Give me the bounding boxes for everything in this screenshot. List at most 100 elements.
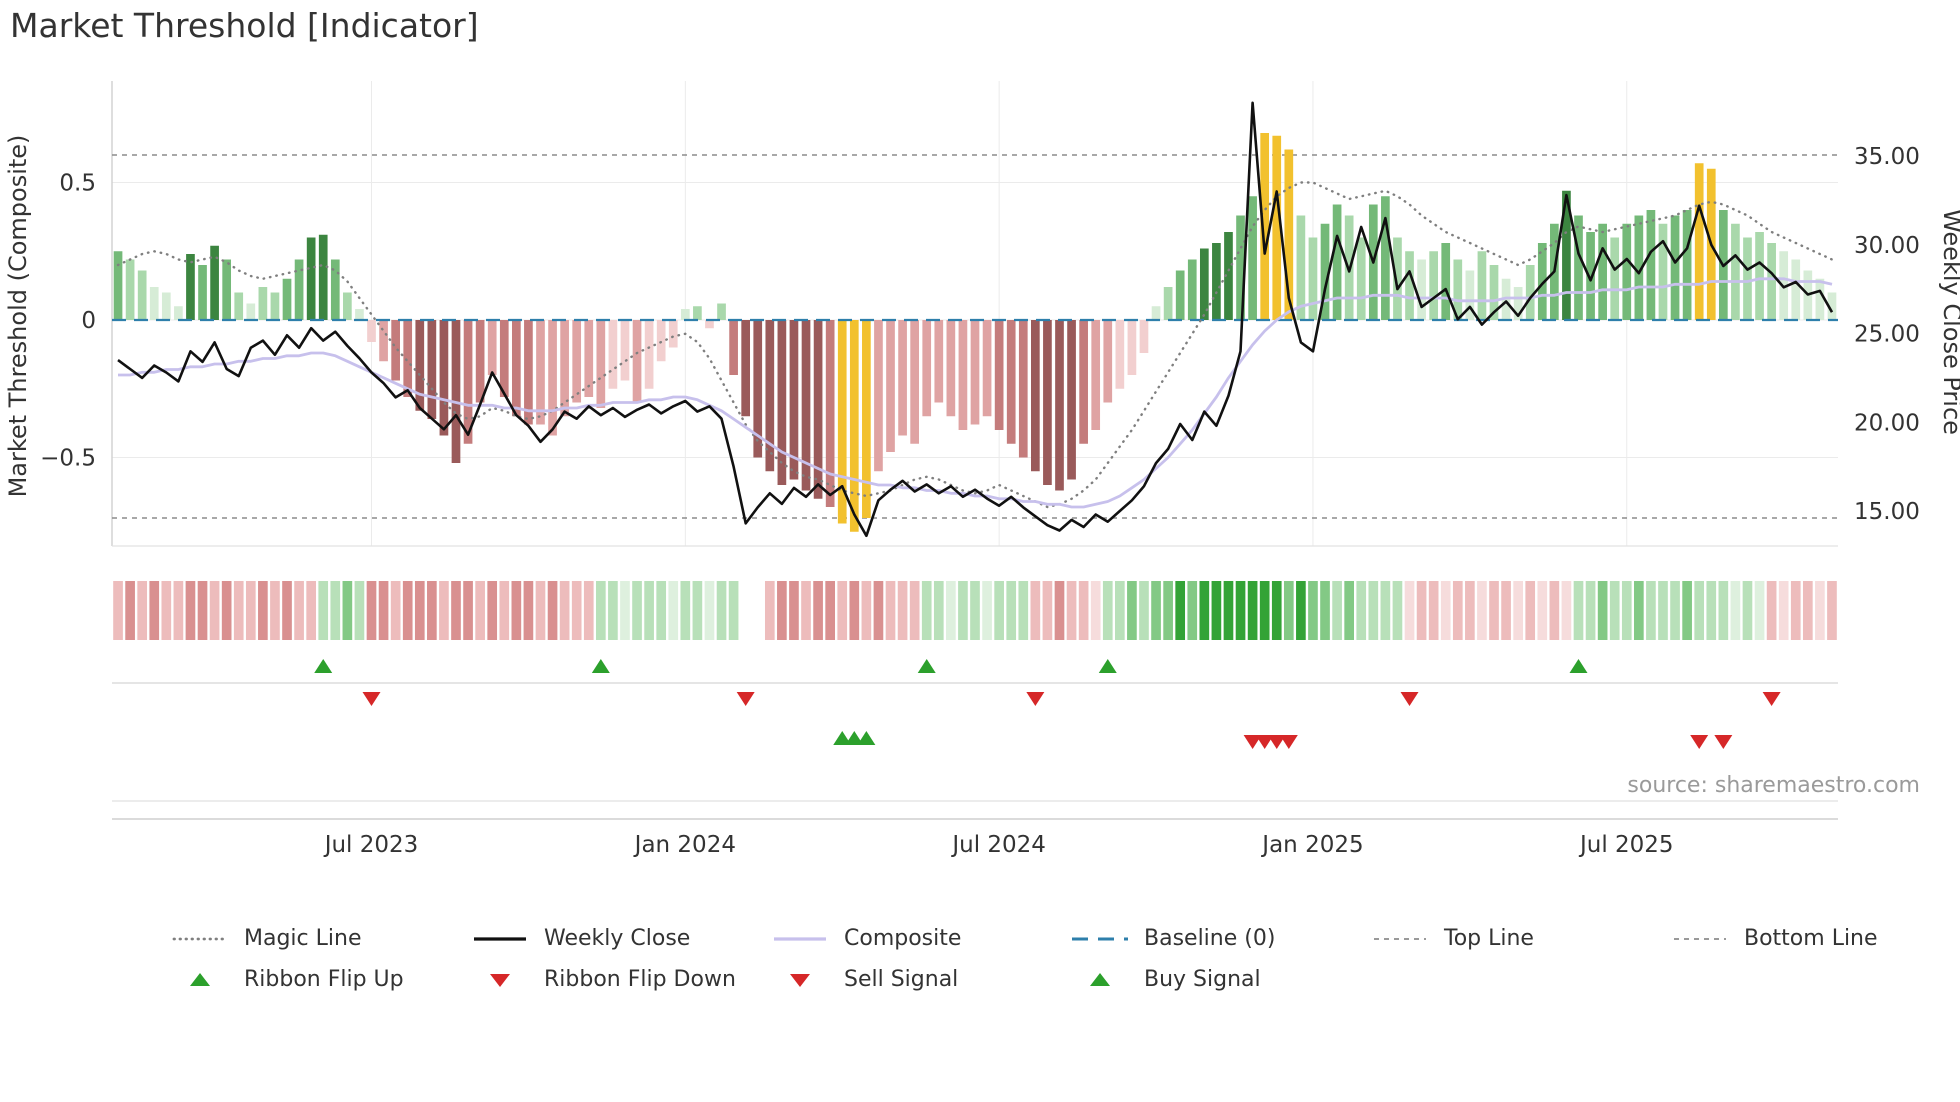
sell-signal-marker bbox=[1255, 735, 1274, 749]
ribbon-flip-down-icon bbox=[470, 971, 530, 989]
ribbon-cell bbox=[523, 581, 534, 640]
ribbon-heatmap bbox=[113, 581, 1837, 640]
composite-bar bbox=[379, 320, 388, 362]
ribbon-cell bbox=[245, 581, 256, 640]
ribbon-cell bbox=[1549, 581, 1560, 640]
page-title: Market Threshold [Indicator] bbox=[10, 6, 479, 45]
ribbon-cell bbox=[1247, 581, 1258, 640]
composite-bars bbox=[113, 133, 1837, 532]
composite-bar bbox=[1079, 320, 1088, 444]
ribbon-cell bbox=[873, 581, 884, 640]
ribbon-cell bbox=[1066, 581, 1077, 640]
weekly-close-sample-icon bbox=[470, 930, 530, 948]
composite-bar bbox=[1694, 163, 1704, 320]
composite-bar bbox=[741, 320, 751, 417]
composite-bar bbox=[355, 309, 364, 320]
ribbon-cell bbox=[1127, 581, 1137, 640]
ribbon-flip-up-marker bbox=[1098, 659, 1117, 673]
composite-bar bbox=[1320, 223, 1330, 320]
ribbon-cell bbox=[294, 581, 304, 640]
ribbon-cell bbox=[1332, 581, 1342, 640]
ribbon-cell bbox=[1646, 581, 1656, 640]
right-tick-label: 15.00 bbox=[1854, 499, 1920, 525]
ribbon-cell bbox=[1718, 581, 1729, 640]
composite-bar bbox=[1731, 223, 1740, 320]
composite-bar bbox=[958, 320, 968, 430]
composite-bar bbox=[367, 320, 376, 342]
composite-bar bbox=[1163, 287, 1173, 320]
ribbon-cell bbox=[1730, 581, 1741, 640]
ribbon-cell bbox=[1380, 581, 1391, 640]
ribbon-cell bbox=[1428, 581, 1439, 640]
composite-bar bbox=[161, 292, 171, 320]
composite-bar bbox=[789, 320, 799, 480]
composite-bar bbox=[343, 292, 352, 320]
composite-bar bbox=[403, 320, 413, 397]
composite-bar bbox=[632, 320, 642, 403]
x-tick-label: Jul 2024 bbox=[950, 832, 1046, 858]
ribbon-cell bbox=[1271, 581, 1282, 640]
ribbon-cell bbox=[1465, 581, 1475, 640]
ribbon-cell bbox=[1151, 581, 1161, 640]
composite-bar bbox=[596, 320, 606, 408]
composite-bar bbox=[1175, 270, 1185, 320]
ribbon-cell bbox=[499, 581, 510, 640]
legend-item-top-line: Top Line bbox=[1370, 926, 1670, 951]
left-tick-label: 0 bbox=[81, 308, 96, 334]
ribbon-cell bbox=[933, 581, 944, 640]
ribbon-cell bbox=[137, 581, 148, 640]
ribbon-cell bbox=[620, 581, 630, 640]
ribbon-cell bbox=[1452, 581, 1463, 640]
composite-bar bbox=[1562, 190, 1571, 320]
ribbon-cell bbox=[1440, 581, 1451, 640]
ribbon-cell bbox=[282, 581, 292, 640]
composite-bar bbox=[572, 320, 582, 403]
ribbon-cell bbox=[789, 581, 799, 640]
ribbon-cell bbox=[306, 581, 316, 640]
ribbon-cell bbox=[547, 581, 558, 640]
tick-labels: Jul 2023 Jan 2024 Jul 2024 Jan 2025 Jul 2025… bbox=[40, 144, 1920, 858]
ribbon-cell bbox=[994, 581, 1004, 640]
composite-bar bbox=[608, 320, 618, 389]
composite-bar bbox=[258, 287, 268, 320]
legend-row-1: Magic Line Weekly Close Composite Baseli… bbox=[170, 918, 1960, 959]
left-tick-label: 0.5 bbox=[59, 171, 96, 197]
composite-bar bbox=[246, 303, 256, 320]
ribbon-flip-down-marker bbox=[1762, 692, 1781, 706]
ribbon-cell bbox=[161, 581, 172, 640]
ribbon-cell bbox=[1163, 581, 1173, 640]
composite-bar bbox=[210, 245, 219, 320]
ribbon-cell bbox=[801, 581, 811, 640]
composite-bar bbox=[1043, 320, 1052, 485]
composite-bar bbox=[705, 320, 714, 329]
ribbon-cell bbox=[414, 581, 425, 640]
composite-bar bbox=[463, 320, 473, 444]
composite-bar bbox=[910, 320, 919, 444]
composite-bar bbox=[1622, 223, 1632, 320]
composite-bar bbox=[1537, 243, 1547, 320]
composite-bar bbox=[849, 320, 859, 532]
composite-bar bbox=[1031, 320, 1040, 472]
composite-bar bbox=[813, 320, 823, 499]
ribbon-cell bbox=[970, 581, 980, 640]
composite-bar bbox=[922, 320, 932, 417]
ribbon-cell bbox=[861, 581, 872, 640]
composite-bar bbox=[825, 320, 835, 507]
composite-bar bbox=[475, 320, 485, 403]
legend-label: Sell Signal bbox=[844, 967, 959, 992]
ribbon-cell bbox=[1778, 581, 1789, 640]
ribbon-cell bbox=[692, 581, 703, 640]
composite-bar bbox=[1006, 320, 1016, 444]
market-threshold-chart: Jul 2023 Jan 2024 Jul 2024 Jan 2025 Jul 2025… bbox=[4, 81, 1960, 858]
composite-bar bbox=[186, 254, 195, 320]
ribbon-cell bbox=[1416, 581, 1427, 640]
legend-label: Ribbon Flip Up bbox=[244, 967, 404, 992]
composite-bar bbox=[584, 320, 594, 397]
ribbon-cell bbox=[1139, 581, 1149, 640]
ribbon-cell bbox=[1609, 581, 1620, 640]
composite-bar bbox=[560, 320, 569, 417]
ribbon-cell bbox=[149, 581, 160, 640]
composite-bar bbox=[1393, 237, 1402, 320]
ribbon-cell bbox=[1283, 581, 1294, 640]
buy-signal-marker bbox=[833, 731, 852, 745]
